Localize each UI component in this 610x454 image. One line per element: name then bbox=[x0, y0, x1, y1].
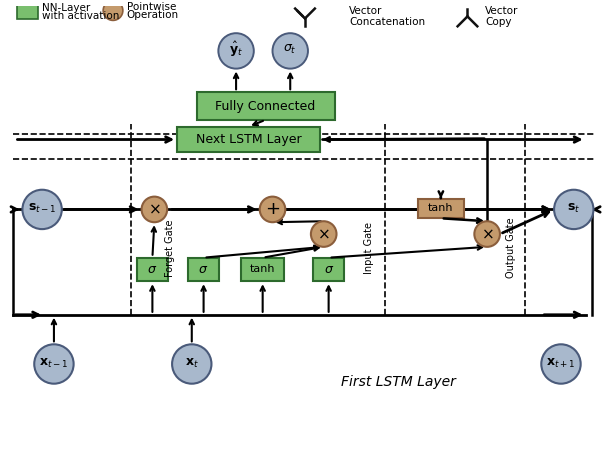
Text: Forget Gate: Forget Gate bbox=[165, 219, 175, 276]
FancyBboxPatch shape bbox=[188, 258, 220, 281]
Text: with activation: with activation bbox=[42, 11, 120, 21]
Circle shape bbox=[260, 197, 285, 222]
Text: $+$: $+$ bbox=[265, 200, 280, 218]
FancyBboxPatch shape bbox=[196, 92, 334, 120]
Text: tanh: tanh bbox=[428, 203, 454, 213]
Text: Fully Connected: Fully Connected bbox=[215, 99, 316, 113]
Text: $\sigma$: $\sigma$ bbox=[323, 263, 334, 276]
Text: $\times$: $\times$ bbox=[481, 227, 493, 242]
Text: Vector
Copy: Vector Copy bbox=[485, 5, 518, 27]
Text: $\hat{\mathbf{y}}_t$: $\hat{\mathbf{y}}_t$ bbox=[229, 40, 243, 59]
Text: $\mathbf{s}_{t-1}$: $\mathbf{s}_{t-1}$ bbox=[28, 202, 56, 215]
Text: $\sigma$: $\sigma$ bbox=[198, 263, 209, 276]
FancyBboxPatch shape bbox=[177, 127, 320, 153]
FancyBboxPatch shape bbox=[137, 258, 168, 281]
Circle shape bbox=[34, 344, 74, 384]
Text: $\mathbf{x}_{t}$: $\mathbf{x}_{t}$ bbox=[185, 356, 199, 370]
Text: Input Gate: Input Gate bbox=[364, 222, 374, 274]
Text: $\times$: $\times$ bbox=[148, 202, 160, 217]
Circle shape bbox=[541, 344, 581, 384]
FancyBboxPatch shape bbox=[241, 258, 284, 281]
Text: NN-Layer: NN-Layer bbox=[42, 3, 90, 13]
Circle shape bbox=[554, 190, 594, 229]
Text: Next LSTM Layer: Next LSTM Layer bbox=[196, 133, 301, 146]
Text: $\sigma_t$: $\sigma_t$ bbox=[284, 44, 297, 56]
Text: Vector
Concatenation: Vector Concatenation bbox=[350, 5, 425, 27]
FancyBboxPatch shape bbox=[16, 4, 38, 20]
Text: $\mathbf{x}_{t-1}$: $\mathbf{x}_{t-1}$ bbox=[40, 356, 68, 370]
Text: Output Gate: Output Gate bbox=[506, 217, 516, 278]
Text: $\sigma$: $\sigma$ bbox=[147, 263, 157, 276]
FancyBboxPatch shape bbox=[313, 258, 345, 281]
FancyBboxPatch shape bbox=[418, 198, 464, 218]
Circle shape bbox=[23, 190, 62, 229]
Text: $\mathbf{s}_{t}$: $\mathbf{s}_{t}$ bbox=[567, 202, 581, 215]
Circle shape bbox=[311, 221, 337, 247]
Text: $\times$: $\times$ bbox=[317, 227, 330, 242]
Circle shape bbox=[103, 1, 123, 20]
Circle shape bbox=[142, 197, 167, 222]
Circle shape bbox=[172, 344, 212, 384]
Circle shape bbox=[475, 221, 500, 247]
Text: tanh: tanh bbox=[250, 265, 275, 275]
Text: $\mathbf{x}_{t+1}$: $\mathbf{x}_{t+1}$ bbox=[547, 356, 575, 370]
Text: First LSTM Layer: First LSTM Layer bbox=[341, 375, 456, 389]
Circle shape bbox=[273, 33, 308, 69]
Circle shape bbox=[218, 33, 254, 69]
Text: Pointwise: Pointwise bbox=[127, 2, 176, 12]
Text: Operation: Operation bbox=[127, 10, 179, 20]
